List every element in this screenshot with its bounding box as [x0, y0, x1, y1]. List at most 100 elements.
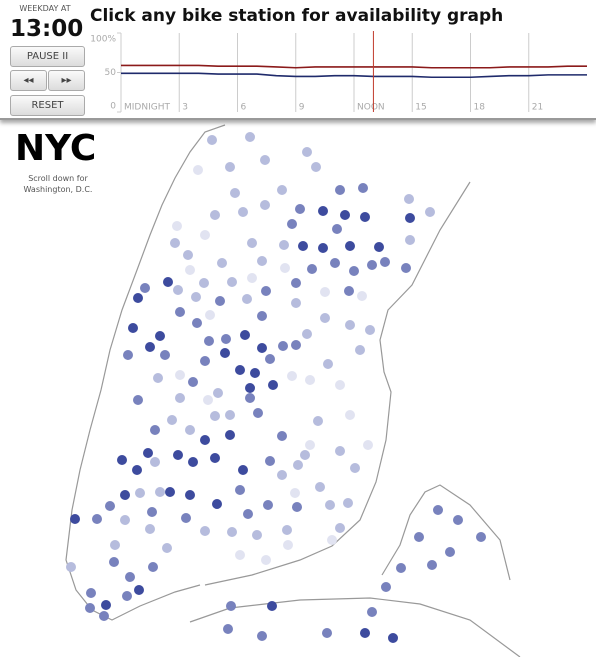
station[interactable]	[300, 450, 310, 460]
station[interactable]	[360, 212, 370, 222]
station[interactable]	[105, 501, 115, 511]
station[interactable]	[145, 342, 155, 352]
station[interactable]	[290, 488, 300, 498]
station[interactable]	[345, 410, 355, 420]
station[interactable]	[70, 514, 80, 524]
station[interactable]	[150, 457, 160, 467]
station[interactable]	[404, 194, 414, 204]
station[interactable]	[260, 155, 270, 165]
station[interactable]	[367, 607, 377, 617]
station[interactable]	[140, 283, 150, 293]
back-button[interactable]: ◂◂	[10, 70, 47, 91]
station[interactable]	[170, 238, 180, 248]
station[interactable]	[253, 408, 263, 418]
station[interactable]	[257, 311, 267, 321]
station[interactable]	[365, 325, 375, 335]
station[interactable]	[188, 457, 198, 467]
station[interactable]	[305, 375, 315, 385]
station[interactable]	[204, 336, 214, 346]
station[interactable]	[165, 487, 175, 497]
station[interactable]	[128, 323, 138, 333]
station[interactable]	[225, 162, 235, 172]
station[interactable]	[155, 487, 165, 497]
station[interactable]	[265, 456, 275, 466]
station[interactable]	[380, 257, 390, 267]
station[interactable]	[298, 241, 308, 251]
station[interactable]	[238, 207, 248, 217]
station[interactable]	[292, 502, 302, 512]
station[interactable]	[263, 500, 273, 510]
station[interactable]	[145, 524, 155, 534]
station[interactable]	[414, 532, 424, 542]
station[interactable]	[305, 440, 315, 450]
station[interactable]	[323, 359, 333, 369]
station[interactable]	[247, 273, 257, 283]
station[interactable]	[120, 490, 130, 500]
station[interactable]	[252, 530, 262, 540]
station[interactable]	[332, 224, 342, 234]
station[interactable]	[277, 185, 287, 195]
station[interactable]	[210, 210, 220, 220]
station[interactable]	[162, 543, 172, 553]
station[interactable]	[261, 555, 271, 565]
station[interactable]	[200, 356, 210, 366]
station[interactable]	[207, 135, 217, 145]
station[interactable]	[155, 331, 165, 341]
pause-button[interactable]: PAUSE II	[10, 46, 85, 67]
station[interactable]	[349, 266, 359, 276]
station[interactable]	[277, 470, 287, 480]
station[interactable]	[175, 307, 185, 317]
station[interactable]	[325, 500, 335, 510]
station[interactable]	[260, 200, 270, 210]
station[interactable]	[185, 425, 195, 435]
station[interactable]	[200, 526, 210, 536]
station[interactable]	[311, 162, 321, 172]
station[interactable]	[101, 600, 111, 610]
station[interactable]	[257, 631, 267, 641]
station[interactable]	[257, 343, 267, 353]
station[interactable]	[193, 165, 203, 175]
station[interactable]	[335, 380, 345, 390]
station[interactable]	[283, 540, 293, 550]
station[interactable]	[240, 330, 250, 340]
station[interactable]	[245, 383, 255, 393]
station[interactable]	[220, 348, 230, 358]
station[interactable]	[153, 373, 163, 383]
station[interactable]	[396, 563, 406, 573]
station[interactable]	[225, 410, 235, 420]
station[interactable]	[344, 286, 354, 296]
station[interactable]	[123, 350, 133, 360]
station[interactable]	[175, 393, 185, 403]
station[interactable]	[335, 523, 345, 533]
station[interactable]	[287, 371, 297, 381]
station[interactable]	[282, 525, 292, 535]
station[interactable]	[134, 585, 144, 595]
station[interactable]	[148, 562, 158, 572]
station[interactable]	[172, 221, 182, 231]
station[interactable]	[203, 395, 213, 405]
station[interactable]	[200, 230, 210, 240]
station[interactable]	[445, 547, 455, 557]
station[interactable]	[133, 395, 143, 405]
station[interactable]	[335, 185, 345, 195]
station[interactable]	[175, 370, 185, 380]
station[interactable]	[92, 514, 102, 524]
station[interactable]	[291, 340, 301, 350]
station[interactable]	[238, 465, 248, 475]
station[interactable]	[66, 562, 76, 572]
station[interactable]	[213, 388, 223, 398]
station[interactable]	[200, 435, 210, 445]
station[interactable]	[210, 411, 220, 421]
station[interactable]	[279, 240, 289, 250]
station[interactable]	[320, 313, 330, 323]
station[interactable]	[360, 628, 370, 638]
station[interactable]	[185, 490, 195, 500]
station[interactable]	[143, 448, 153, 458]
station[interactable]	[405, 235, 415, 245]
station[interactable]	[210, 453, 220, 463]
station[interactable]	[327, 535, 337, 545]
station[interactable]	[405, 213, 415, 223]
station[interactable]	[160, 350, 170, 360]
station[interactable]	[363, 440, 373, 450]
station[interactable]	[278, 341, 288, 351]
